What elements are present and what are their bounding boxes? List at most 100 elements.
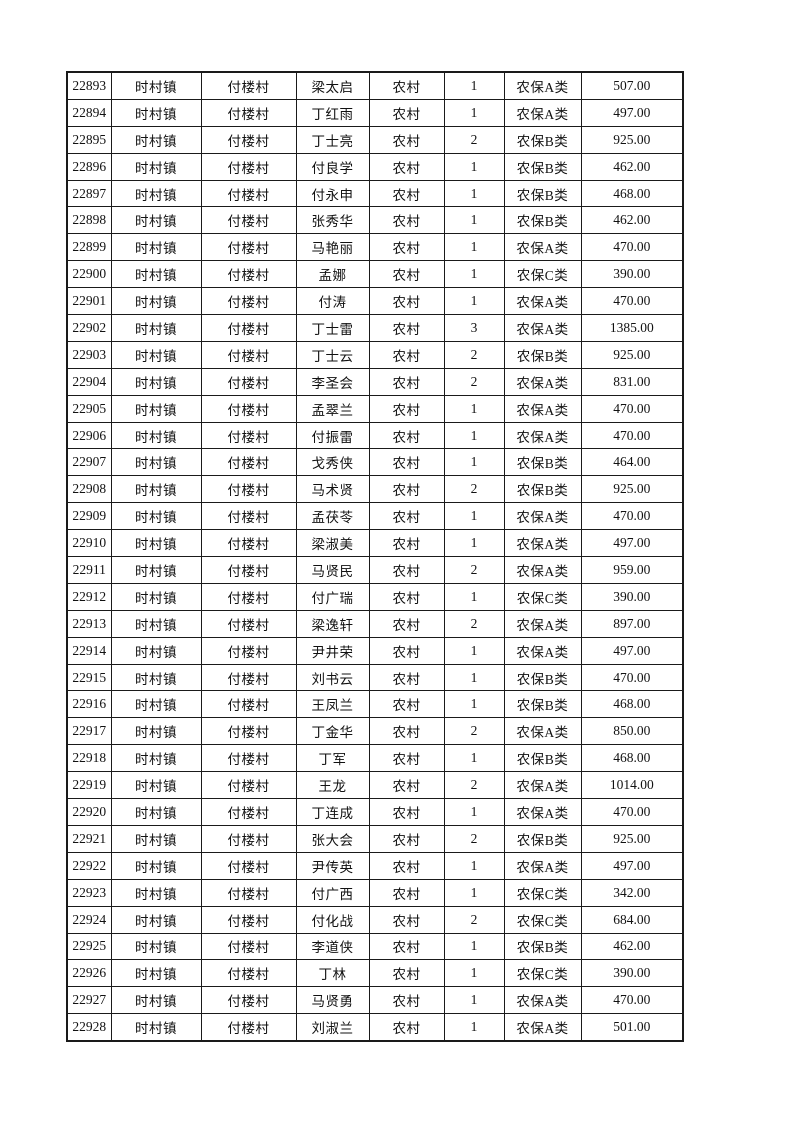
cell-insurance-class: 农保B类 bbox=[503, 125, 582, 154]
cell-count: 1 bbox=[443, 959, 505, 988]
cell-area-type: 农村 bbox=[368, 609, 445, 638]
cell-count: 1 bbox=[443, 878, 505, 907]
cell-town: 时村镇 bbox=[110, 932, 202, 961]
table-row: 22917 时村镇 付楼村 丁金华 农村 2 农保A类 850.00 bbox=[66, 717, 684, 746]
table-row: 22902 时村镇 付楼村 丁士雷 农村 3 农保A类 1385.00 bbox=[66, 314, 684, 342]
cell-person-name: 丁红雨 bbox=[295, 98, 370, 127]
table-row: 22925 时村镇 付楼村 李道侠 农村 1 农保B类 462.00 bbox=[66, 932, 684, 961]
cell-person-name: 张大会 bbox=[295, 824, 370, 853]
cell-id: 22894 bbox=[66, 98, 112, 127]
cell-town: 时村镇 bbox=[110, 98, 202, 127]
cell-area-type: 农村 bbox=[368, 233, 445, 262]
cell-area-type: 农村 bbox=[368, 690, 445, 719]
cell-town: 时村镇 bbox=[110, 529, 202, 558]
cell-count: 1 bbox=[443, 421, 505, 450]
table-row: 22928 时村镇 付楼村 刘淑兰 农村 1 农保A类 501.00 bbox=[66, 1013, 684, 1042]
cell-amount: 468.00 bbox=[580, 744, 684, 773]
cell-count: 1 bbox=[443, 502, 505, 531]
cell-insurance-class: 农保A类 bbox=[503, 771, 582, 800]
cell-village: 付楼村 bbox=[200, 582, 297, 611]
cell-amount: 925.00 bbox=[580, 475, 684, 504]
table-row: 22908 时村镇 付楼村 马术贤 农村 2 农保B类 925.00 bbox=[66, 475, 684, 504]
cell-count: 1 bbox=[443, 663, 505, 692]
cell-id: 22907 bbox=[66, 448, 112, 477]
cell-person-name: 马贤勇 bbox=[295, 986, 370, 1015]
cell-amount: 470.00 bbox=[580, 986, 684, 1015]
cell-count: 2 bbox=[443, 609, 505, 638]
cell-village: 付楼村 bbox=[200, 851, 297, 880]
cell-id: 22899 bbox=[66, 233, 112, 262]
cell-id: 22893 bbox=[66, 71, 112, 100]
cell-amount: 497.00 bbox=[580, 851, 684, 880]
cell-person-name: 刘书云 bbox=[295, 663, 370, 692]
cell-person-name: 付永申 bbox=[295, 179, 370, 208]
cell-town: 时村镇 bbox=[110, 233, 202, 262]
cell-town: 时村镇 bbox=[110, 717, 202, 746]
cell-insurance-class: 农保A类 bbox=[503, 529, 582, 558]
cell-area-type: 农村 bbox=[368, 663, 445, 692]
cell-count: 1 bbox=[443, 690, 505, 719]
table-row: 22926 时村镇 付楼村 丁林 农村 1 农保C类 390.00 bbox=[66, 959, 684, 988]
cell-village: 付楼村 bbox=[200, 529, 297, 558]
cell-village: 付楼村 bbox=[200, 717, 297, 746]
cell-area-type: 农村 bbox=[368, 179, 445, 208]
cell-amount: 507.00 bbox=[580, 71, 684, 100]
cell-count: 1 bbox=[443, 98, 505, 127]
cell-count: 1 bbox=[443, 932, 505, 961]
cell-area-type: 农村 bbox=[368, 771, 445, 800]
cell-id: 22927 bbox=[66, 986, 112, 1015]
cell-area-type: 农村 bbox=[368, 394, 445, 423]
cell-area-type: 农村 bbox=[368, 475, 445, 504]
cell-person-name: 丁连成 bbox=[295, 798, 370, 826]
cell-village: 付楼村 bbox=[200, 798, 297, 826]
cell-id: 22922 bbox=[66, 851, 112, 880]
cell-person-name: 尹井荣 bbox=[295, 636, 370, 665]
cell-town: 时村镇 bbox=[110, 502, 202, 531]
cell-town: 时村镇 bbox=[110, 609, 202, 638]
cell-area-type: 农村 bbox=[368, 71, 445, 100]
cell-person-name: 丁士雷 bbox=[295, 314, 370, 342]
cell-village: 付楼村 bbox=[200, 367, 297, 396]
cell-id: 22904 bbox=[66, 367, 112, 396]
cell-count: 2 bbox=[443, 717, 505, 746]
cell-insurance-class: 农保C类 bbox=[503, 905, 582, 934]
cell-village: 付楼村 bbox=[200, 448, 297, 477]
cell-area-type: 农村 bbox=[368, 744, 445, 773]
cell-amount: 497.00 bbox=[580, 98, 684, 127]
cell-person-name: 尹传英 bbox=[295, 851, 370, 880]
cell-insurance-class: 农保A类 bbox=[503, 287, 582, 316]
cell-village: 付楼村 bbox=[200, 260, 297, 289]
cell-village: 付楼村 bbox=[200, 1013, 297, 1042]
cell-amount: 468.00 bbox=[580, 690, 684, 719]
cell-town: 时村镇 bbox=[110, 179, 202, 208]
cell-town: 时村镇 bbox=[110, 905, 202, 934]
cell-village: 付楼村 bbox=[200, 636, 297, 665]
cell-amount: 470.00 bbox=[580, 394, 684, 423]
table-row: 22922 时村镇 付楼村 尹传英 农村 1 农保A类 497.00 bbox=[66, 851, 684, 880]
cell-insurance-class: 农保A类 bbox=[503, 798, 582, 826]
cell-town: 时村镇 bbox=[110, 824, 202, 853]
table-row: 22896 时村镇 付楼村 付良学 农村 1 农保B类 462.00 bbox=[66, 152, 684, 181]
cell-insurance-class: 农保A类 bbox=[503, 394, 582, 423]
cell-village: 付楼村 bbox=[200, 986, 297, 1015]
cell-count: 1 bbox=[443, 206, 505, 235]
cell-id: 22911 bbox=[66, 556, 112, 584]
cell-amount: 470.00 bbox=[580, 233, 684, 262]
cell-amount: 470.00 bbox=[580, 502, 684, 531]
cell-insurance-class: 农保B类 bbox=[503, 152, 582, 181]
cell-village: 付楼村 bbox=[200, 663, 297, 692]
cell-village: 付楼村 bbox=[200, 233, 297, 262]
cell-area-type: 农村 bbox=[368, 636, 445, 665]
cell-area-type: 农村 bbox=[368, 260, 445, 289]
cell-area-type: 农村 bbox=[368, 1013, 445, 1042]
cell-person-name: 孟翠兰 bbox=[295, 394, 370, 423]
cell-id: 22921 bbox=[66, 824, 112, 853]
cell-insurance-class: 农保A类 bbox=[503, 851, 582, 880]
cell-count: 1 bbox=[443, 529, 505, 558]
cell-person-name: 付良学 bbox=[295, 152, 370, 181]
cell-town: 时村镇 bbox=[110, 851, 202, 880]
cell-id: 22919 bbox=[66, 771, 112, 800]
table-row: 22900 时村镇 付楼村 孟娜 农村 1 农保C类 390.00 bbox=[66, 260, 684, 289]
cell-town: 时村镇 bbox=[110, 771, 202, 800]
